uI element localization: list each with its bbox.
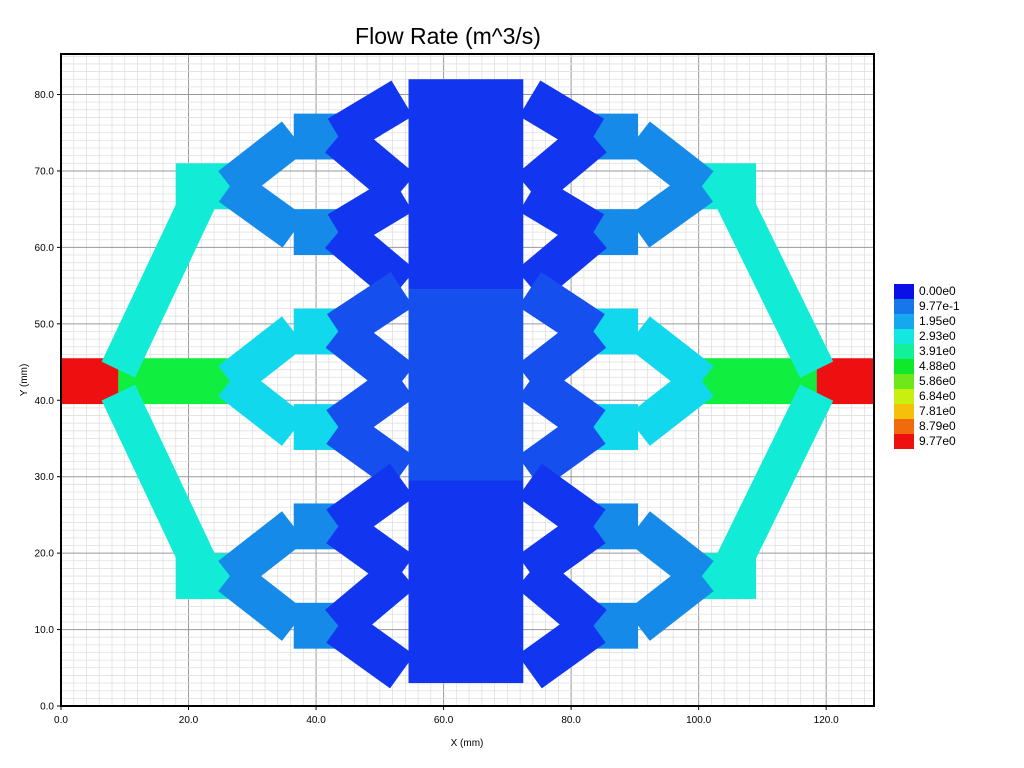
legend-swatch: [894, 434, 914, 449]
legend-swatch: [894, 344, 914, 359]
x-tick-label: 0.0: [54, 715, 68, 726]
flow-segment: [626, 366, 714, 446]
flow-segment: [626, 560, 714, 641]
legend-label: 5.86e0: [919, 374, 956, 388]
legend-swatch: [894, 329, 914, 344]
legend-swatch: [894, 389, 914, 404]
flow-segment: [713, 384, 834, 577]
x-tick-label: 120.0: [814, 715, 839, 726]
flow-segment: [626, 170, 714, 248]
x-tick-label: 20.0: [179, 715, 199, 726]
flow-segment: [101, 185, 219, 378]
flow-segment: [61, 358, 119, 405]
x-axis-label: X (mm): [451, 738, 484, 749]
y-axis-label: Y (mm): [19, 364, 30, 397]
flow-segment: [326, 410, 415, 490]
flow-segment: [218, 560, 306, 641]
chart-title: Flow Rate (m^3/s): [355, 23, 541, 49]
y-tick-label: 0.0: [40, 702, 54, 713]
y-tick-label: 20.0: [35, 549, 55, 560]
flow-segment: [101, 384, 219, 577]
y-tick-label: 60.0: [35, 243, 55, 254]
y-axis: 0.0 10.0 20.0 30.0 40.0 50.0 60.0 70.0 80.0: [35, 90, 61, 713]
legend-label: 9.77e-1: [919, 299, 960, 313]
legend-label: 7.81e0: [919, 404, 956, 418]
x-tick-label: 60.0: [434, 715, 454, 726]
y-tick-label: 10.0: [35, 625, 55, 636]
x-tick-label: 40.0: [306, 715, 326, 726]
legend-label: 0.00e0: [919, 284, 956, 298]
plot-frame: [60, 53, 875, 707]
flow-segment: [326, 608, 415, 689]
legend-label: 1.95e0: [919, 314, 956, 328]
legend-swatch: [894, 314, 914, 329]
legend-label: 4.88e0: [919, 359, 956, 373]
legend-label: 9.77e0: [919, 434, 956, 448]
flow-segment: [408, 480, 524, 684]
y-tick-label: 30.0: [35, 472, 55, 483]
y-tick-label: 50.0: [35, 319, 55, 330]
flow-segment: [517, 410, 606, 490]
legend-swatch: [894, 374, 914, 389]
legend-label: 3.91e0: [919, 344, 956, 358]
x-axis: 0.0 20.0 40.0 60.0 80.0 100.0 120.0: [54, 706, 839, 726]
legend-swatch: [894, 284, 914, 299]
color-legend: 0.00e09.77e-11.95e02.93e03.91e04.88e05.8…: [894, 284, 960, 449]
legend-swatch: [894, 299, 914, 314]
flow-segment: [218, 170, 305, 248]
flow-segment: [816, 358, 874, 405]
y-tick-label: 40.0: [35, 396, 55, 407]
y-tick-label: 80.0: [35, 90, 55, 101]
legend-label: 8.79e0: [919, 419, 956, 433]
flow-segment: [713, 185, 834, 378]
legend-swatch: [894, 359, 914, 374]
x-tick-label: 100.0: [686, 715, 711, 726]
legend-swatch: [894, 404, 914, 419]
flow-segment: [408, 289, 524, 481]
flow-network: [61, 79, 874, 689]
legend-swatch: [894, 419, 914, 434]
flow-segment: [517, 608, 606, 689]
y-tick-label: 70.0: [35, 166, 55, 177]
x-tick-label: 80.0: [561, 715, 581, 726]
flow-segment: [408, 79, 524, 290]
flow-segment: [218, 366, 306, 446]
legend-label: 2.93e0: [919, 329, 956, 343]
legend-label: 6.84e0: [919, 389, 956, 403]
